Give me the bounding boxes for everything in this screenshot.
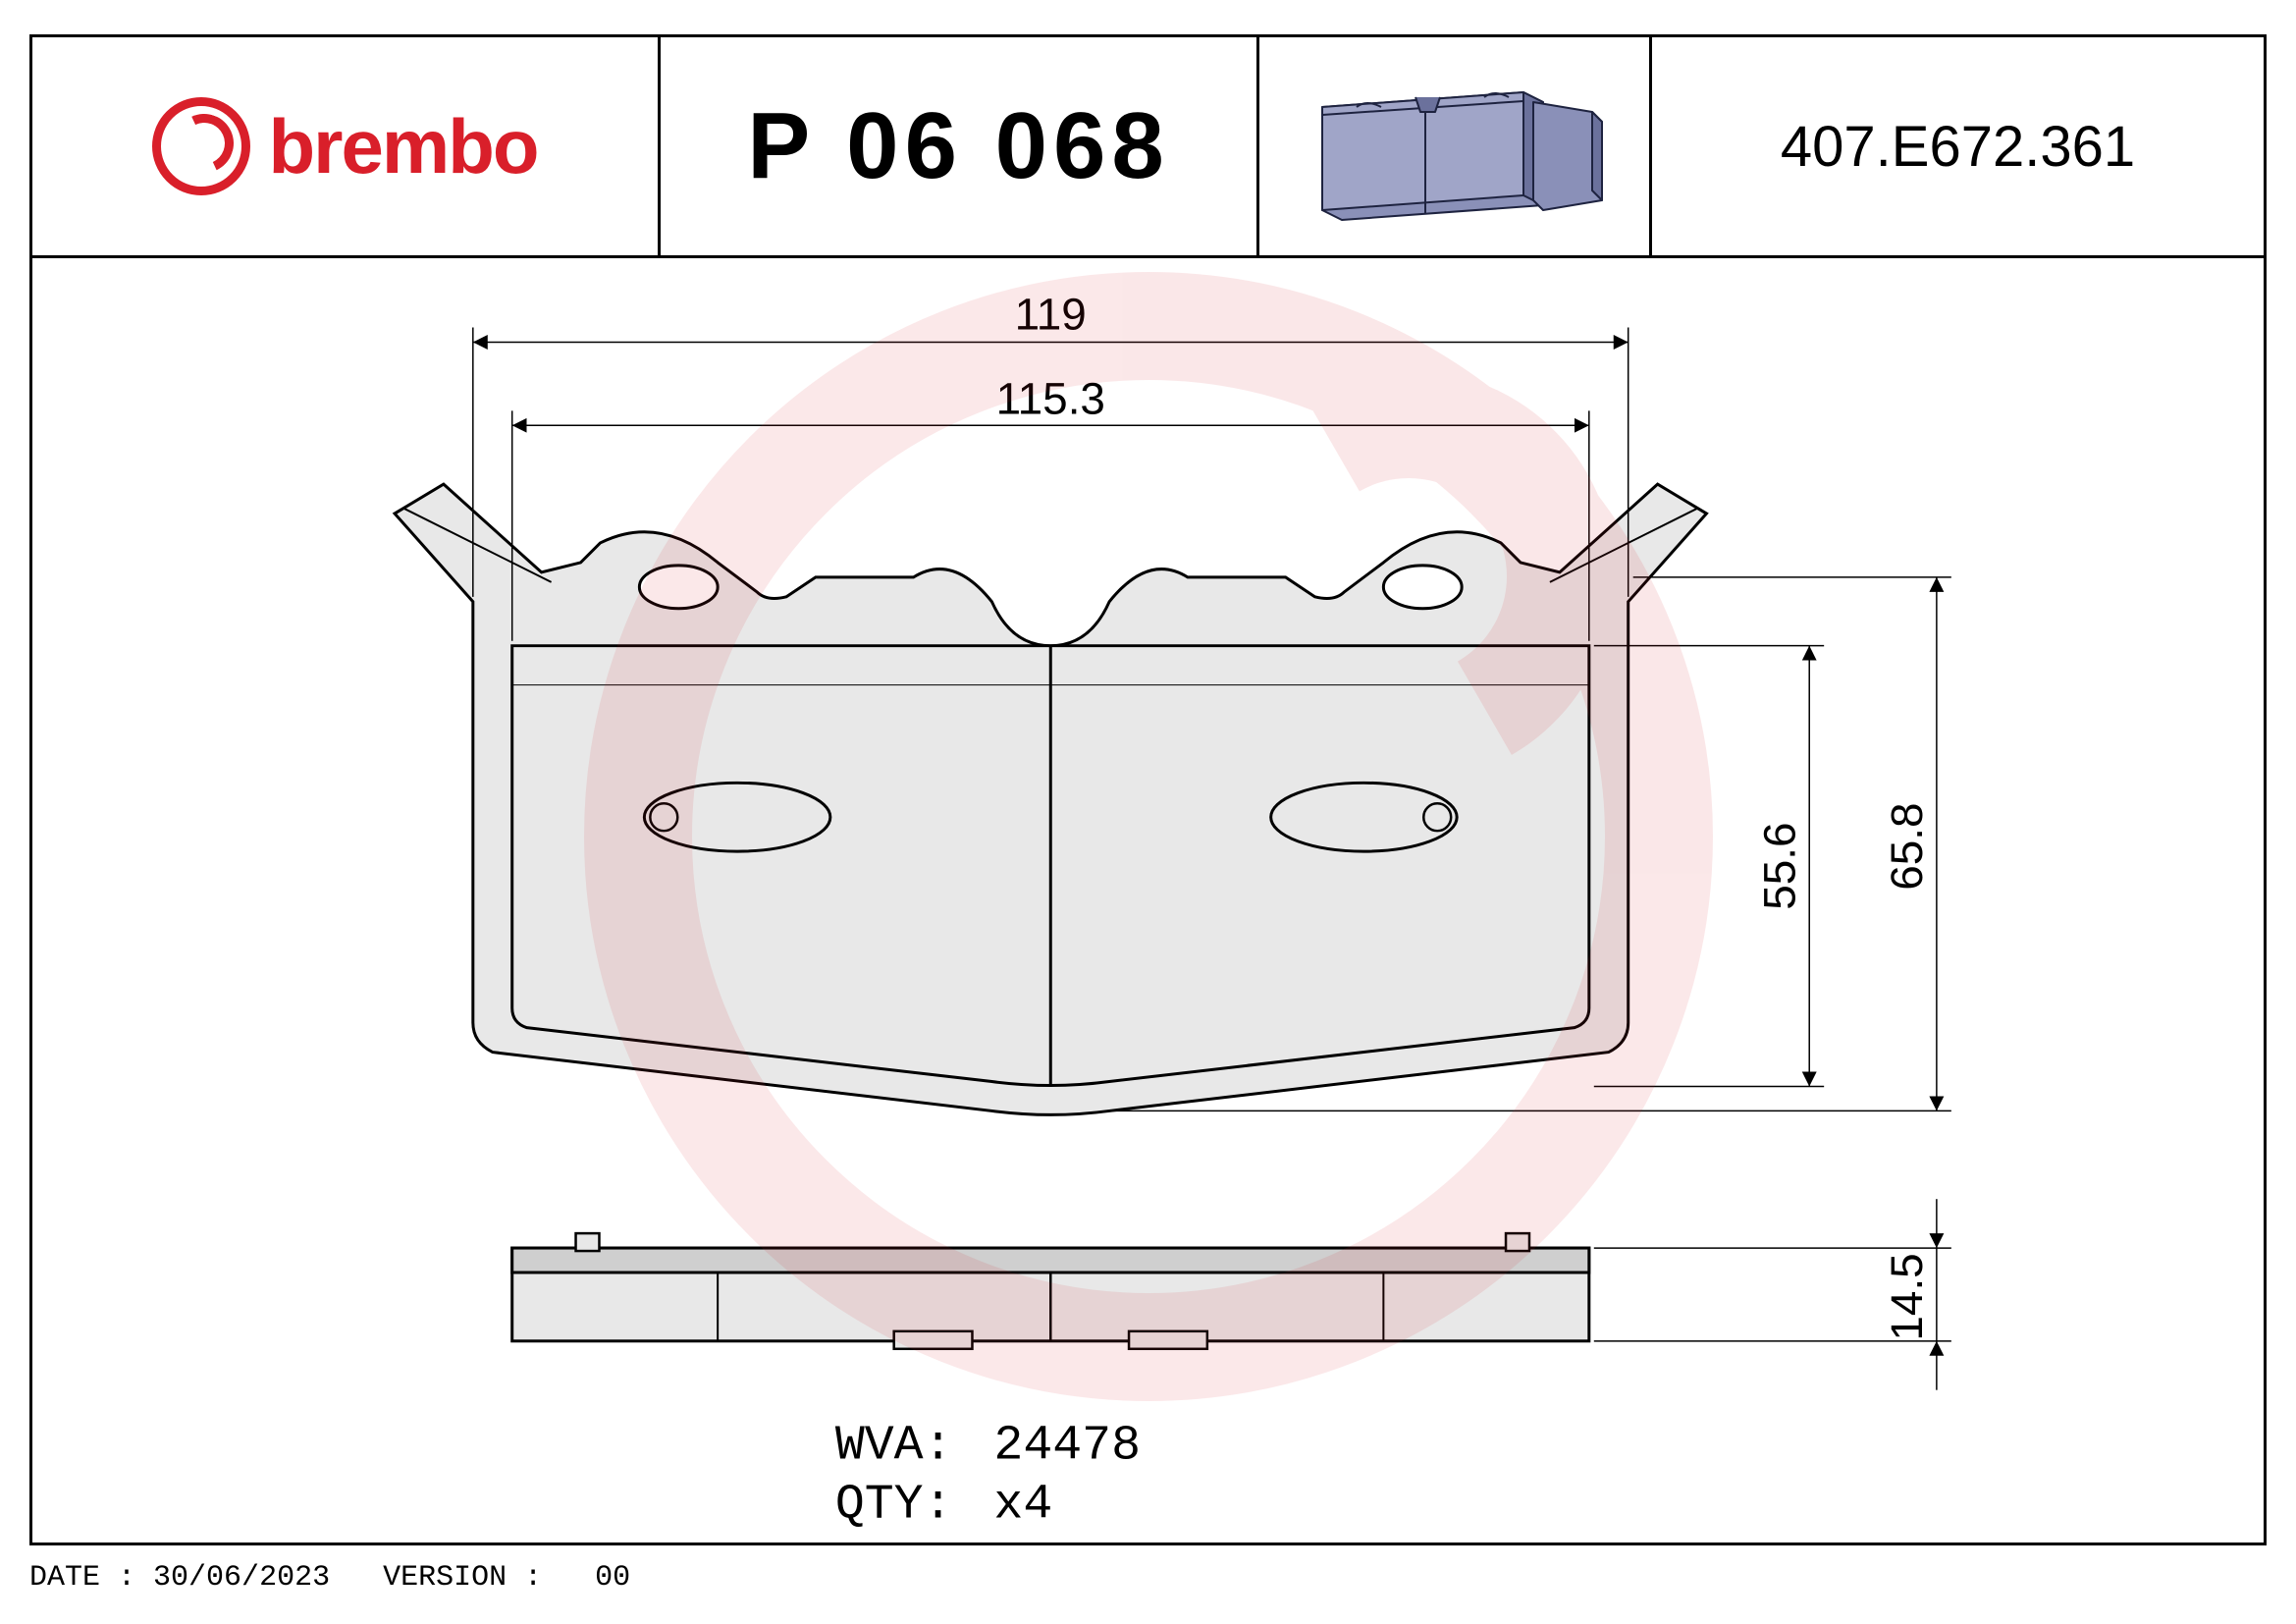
part-number: P 06 068 xyxy=(747,92,1170,200)
date-label: DATE : xyxy=(29,1561,135,1595)
svg-text:QTY: x4: QTY: x4 xyxy=(835,1476,1052,1532)
reference-cell: 407.E672.361 xyxy=(1652,37,2264,255)
qty-value: x4 xyxy=(993,1476,1052,1532)
svg-text:WVA: 24478: WVA: 24478 xyxy=(835,1417,1141,1473)
wva-label: WVA: xyxy=(835,1417,953,1473)
brake-pad-iso-icon xyxy=(1288,58,1622,235)
dim-thickness: 14.5 xyxy=(1594,1199,1951,1389)
wva-value: 24478 xyxy=(993,1417,1141,1473)
dim-14-5: 14.5 xyxy=(1881,1253,1932,1340)
qty-label: QTY: xyxy=(835,1476,953,1532)
part-number-cell: P 06 068 xyxy=(661,37,1259,255)
brand-cell: brembo xyxy=(32,37,661,255)
dim-65-8: 65.8 xyxy=(1881,803,1932,891)
front-view xyxy=(395,484,1706,1114)
brembo-mark-icon xyxy=(152,97,250,195)
version-value: 00 xyxy=(595,1561,630,1595)
dim-115-3: 115.3 xyxy=(996,372,1105,423)
drawing-area: 119 115.3 55.6 xyxy=(32,258,2264,1543)
frame: brembo P 06 068 xyxy=(29,34,2267,1545)
technical-drawing: 119 115.3 55.6 xyxy=(32,258,2264,1543)
side-view xyxy=(512,1233,1589,1349)
date-value: 30/06/2023 xyxy=(153,1561,330,1595)
brembo-logo: brembo xyxy=(152,97,537,195)
dim-119: 119 xyxy=(1015,289,1087,340)
footer: DATE : 30/06/2023 VERSION : 00 xyxy=(29,1561,630,1595)
reference-number: 407.E672.361 xyxy=(1781,114,2135,180)
version-label: VERSION : xyxy=(383,1561,542,1595)
dim-55-6: 55.6 xyxy=(1753,822,1804,909)
brand-text: brembo xyxy=(268,102,537,191)
drawing-sheet: brembo P 06 068 xyxy=(0,0,2296,1624)
title-block: brembo P 06 068 xyxy=(32,37,2264,258)
iso-view-cell xyxy=(1259,37,1652,255)
info-block: WVA: 24478 QTY: x4 xyxy=(835,1417,1141,1532)
